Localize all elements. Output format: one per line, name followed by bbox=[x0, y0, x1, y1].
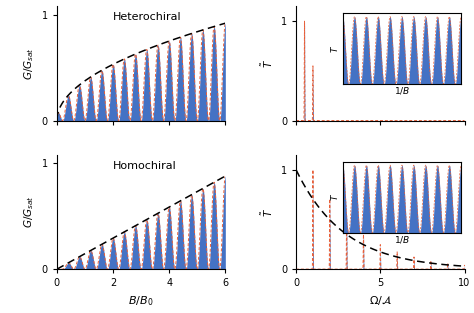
Y-axis label: $\tilde{T}$: $\tilde{T}$ bbox=[260, 59, 275, 68]
Y-axis label: $\tilde{T}$: $\tilde{T}$ bbox=[260, 208, 275, 217]
Text: Homochiral: Homochiral bbox=[112, 161, 176, 171]
X-axis label: $\Omega/\mathcal{A}$: $\Omega/\mathcal{A}$ bbox=[369, 294, 392, 307]
Text: Heterochiral: Heterochiral bbox=[112, 12, 181, 22]
Y-axis label: $G/G_{sat}$: $G/G_{sat}$ bbox=[22, 47, 36, 80]
Y-axis label: $G/G_{sat}$: $G/G_{sat}$ bbox=[22, 196, 36, 228]
X-axis label: $B/B_0$: $B/B_0$ bbox=[128, 294, 154, 308]
